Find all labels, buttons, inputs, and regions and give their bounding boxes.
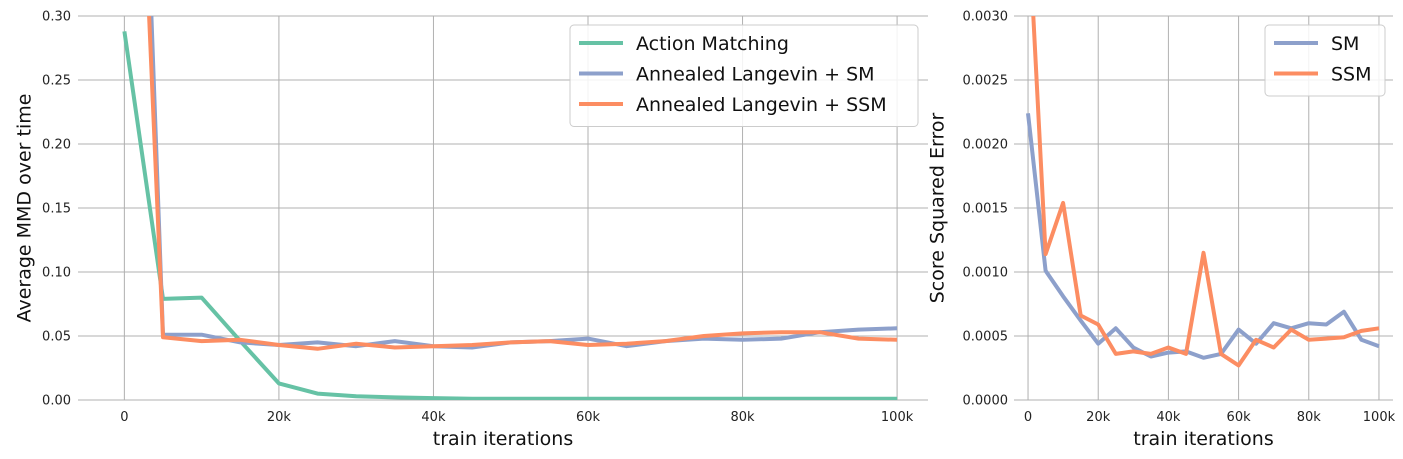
x-tick-label: 100k [881,410,914,425]
x-tick-label: 0 [1024,410,1032,425]
tick-labels: 0.00 0.05 0.10 0.15 0.20 0.25 0.30 0 20k 40k 60k 80… [42,10,914,426]
y-tick-label: 0.00 [42,394,71,409]
legend-label: SSM [1331,64,1372,86]
y-axis-label: Average MMD over time [14,94,36,323]
y-tick-label: 0.0025 [963,74,1009,89]
y-tick-label: 0.0020 [963,138,1009,153]
x-tick-label: 60k [1227,410,1252,425]
y-tick-label: 0.20 [42,138,71,153]
x-tick-label: 0 [120,410,128,425]
y-tick-label: 0.0030 [963,10,1009,25]
x-tick-label: 80k [1297,410,1322,425]
legend: Action Matching Annealed Langevin + SM Ann… [569,24,919,127]
x-axis-label: train iterations [1133,428,1273,450]
x-tick-label: 80k [731,410,756,425]
chart-1: 0.00 0.05 0.10 0.15 0.20 0.25 0.30 0 20k 40k 60k 80… [14,10,928,450]
series-group [1026,16,1380,368]
y-tick-label: 0.25 [42,74,71,89]
legend-label: Annealed Langevin + SM [636,64,875,86]
y-tick-label: 0.0010 [963,266,1009,281]
x-tick-label: 40k [1156,410,1181,425]
series-line-ssm [1031,16,1380,368]
y-axis-label: Score Squared Error [927,113,949,304]
y-tick-label: 0.15 [42,202,71,217]
tick-labels: 0.0000 0.0005 0.0010 0.0015 0.0020 0.0025 0.00… [963,10,1396,426]
legend-box [569,24,919,127]
legend: SM SSM [1264,24,1386,97]
x-tick-label: 40k [421,410,446,425]
chart-2: 0.0000 0.0005 0.0010 0.0015 0.0020 0.0025 0.00… [927,10,1396,451]
series-line-annealed-langevin-ssm [147,16,898,351]
x-tick-label: 60k [576,410,601,425]
y-tick-label: 0.30 [42,10,71,25]
y-tick-label: 0.10 [42,266,71,281]
x-tick-label: 20k [267,410,292,425]
x-tick-label: 100k [1363,410,1396,425]
y-tick-label: 0.0005 [963,330,1009,345]
y-tick-label: 0.0015 [963,202,1009,217]
series-group [122,16,898,400]
x-tick-label: 20k [1086,410,1111,425]
legend-label: Annealed Langevin + SSM [636,94,887,116]
series-line-action-matching [122,31,898,400]
y-tick-label: 0.05 [42,330,71,345]
y-tick-label: 0.0000 [963,394,1009,409]
legend-label: Action Matching [636,33,789,55]
x-axis-label: train iterations [433,428,573,450]
series-line-sm [1026,113,1380,360]
legend-label: SM [1331,33,1359,55]
